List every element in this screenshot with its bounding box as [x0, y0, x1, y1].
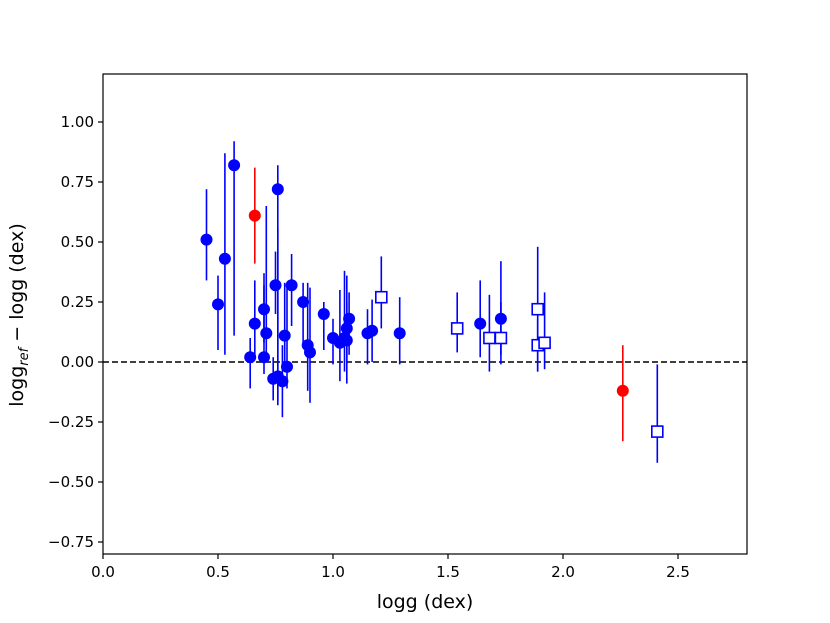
plot-frame: [102, 73, 748, 555]
data-point-circle: [212, 298, 224, 311]
y-tick-label: 1.00: [61, 113, 94, 131]
data-point-circle: [278, 329, 291, 342]
y-axis-label: loggref − logg (dex): [6, 223, 32, 407]
y-tick-label: 0.25: [61, 293, 94, 311]
x-axis: 0.0 0.5 1.0 1.5 2.0 2.5: [91, 554, 690, 581]
data-point-square: [531, 302, 545, 316]
data-point-circle: [304, 346, 316, 359]
data-point-square: [538, 336, 551, 350]
y-axis-label-subscript: ref: [17, 345, 32, 365]
data-point-circle: [343, 312, 356, 325]
data-point-circle: [616, 384, 629, 397]
data-point-circle: [260, 327, 273, 340]
data-point-circle: [228, 159, 241, 172]
y-tick-label: 0.75: [61, 173, 94, 191]
data-point-circle: [200, 233, 213, 246]
data-point-circle: [317, 308, 330, 320]
data-point-circle: [276, 375, 289, 388]
x-tick-label: 2.0: [551, 563, 575, 581]
x-tick-label: 1.0: [321, 563, 345, 581]
data-point-circle: [297, 296, 310, 308]
data-point-circle: [340, 322, 353, 335]
y-tick-label: −0.50: [48, 473, 94, 491]
y-tick-label: 0.00: [61, 353, 94, 371]
x-tick-label: 0.0: [91, 563, 115, 581]
data-point-circle: [271, 183, 284, 196]
data-point-circle: [248, 317, 261, 330]
data-point-circle: [494, 312, 507, 325]
y-tick-label: −0.25: [48, 413, 94, 431]
data-point-circle: [285, 279, 298, 292]
x-tick-label: 2.5: [666, 563, 690, 581]
data-point-circle: [244, 351, 257, 364]
data-point-circle: [340, 334, 353, 347]
x-tick-label: 0.5: [206, 563, 230, 581]
data-point-circle: [474, 317, 487, 330]
y-tick-label: −0.75: [48, 533, 94, 551]
data-point-circle: [281, 360, 293, 373]
data-point-circle: [366, 324, 379, 337]
y-axis-label-main: logg: [6, 366, 28, 407]
x-axis-label: logg (dex): [377, 591, 474, 613]
y-axis: 1.00 0.75 0.50 0.25 0.00 −0.25 −0.50 −0.75: [48, 113, 103, 551]
data-point-circle: [269, 279, 282, 292]
data-point-circle: [258, 351, 270, 364]
data-point-square: [374, 290, 388, 304]
data-point-circle: [258, 303, 270, 316]
x-tick-label: 1.5: [436, 563, 460, 581]
data-point-circle: [393, 327, 406, 340]
y-axis-label-rest: − logg (dex): [6, 223, 28, 348]
data-point-square: [650, 425, 664, 438]
data-point-square: [494, 331, 508, 345]
data-point-circle: [218, 252, 231, 265]
y-tick-label: 0.50: [61, 233, 94, 251]
plot-area: [102, 73, 748, 555]
data-point-square: [450, 322, 464, 335]
data-point-square: [483, 331, 496, 345]
data-point-circle: [248, 209, 261, 222]
